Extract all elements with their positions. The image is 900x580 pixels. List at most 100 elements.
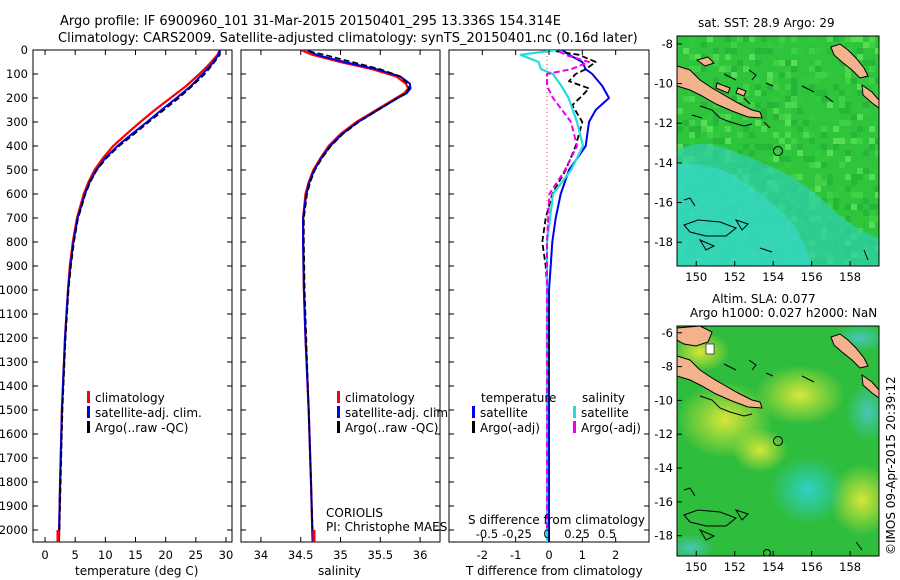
sst-pixel — [755, 120, 761, 126]
land-new-britain — [677, 65, 763, 119]
sst-pixel — [719, 90, 725, 96]
sst-pixel — [875, 186, 879, 192]
sst-pixel — [713, 114, 719, 120]
sst-pixel — [779, 42, 785, 48]
land-solomon — [861, 83, 879, 109]
sst-pixel — [827, 198, 833, 204]
sst-pixel — [869, 210, 875, 216]
sst-pixel — [725, 66, 731, 72]
x-tick-label: 35.5 — [367, 548, 393, 562]
depth-tick-label: 1400 — [0, 379, 28, 393]
sst-pixel — [731, 42, 737, 48]
sla-map: Altim. SLA: 0.077 Argo h1000: 0.027 h200… — [654, 292, 880, 574]
sst-pixel — [719, 126, 725, 132]
depth-tick-label: 2000 — [0, 523, 28, 537]
sst-pixel — [869, 42, 875, 48]
depth-tick-label: 1200 — [0, 331, 28, 345]
sst-pixel — [839, 90, 845, 96]
legend-label-argo: Argo(..raw -QC) — [95, 421, 188, 435]
sst-pixel — [737, 150, 743, 156]
sst-pixel — [857, 138, 863, 144]
sst-pixel — [755, 102, 761, 108]
sst-pixel — [821, 72, 827, 78]
sst-pixel — [773, 108, 779, 114]
sst-pixel — [779, 156, 785, 162]
legend-swatch-argo — [87, 421, 90, 433]
sst-pixel — [875, 150, 879, 156]
sst-pixel — [827, 48, 833, 54]
difference-panel: -2 -1 0 1 2 S difference from climatology -0… — [448, 49, 650, 578]
sst-pixel — [803, 120, 809, 126]
x-tick-label: 5 — [72, 548, 79, 562]
sla-map-frame — [676, 325, 880, 557]
sst-pixel — [737, 36, 743, 42]
imos-stamp: ©IMOS 09-Apr-2015 20:39:12 — [884, 376, 898, 555]
sst-pixel — [863, 60, 869, 66]
sst-pixel — [809, 156, 815, 162]
sst-pixel — [797, 96, 803, 102]
sst-pixel — [779, 168, 785, 174]
sst-pixel — [863, 198, 869, 204]
sst-pixel — [821, 144, 827, 150]
sst-pixel — [815, 156, 821, 162]
sst-pixel — [701, 120, 707, 126]
sst-pixel — [833, 36, 839, 42]
sst-pixel — [731, 48, 737, 54]
sst-pixel — [773, 60, 779, 66]
sst-pixel — [863, 108, 869, 114]
map-y-tick-label: -6 — [662, 326, 673, 340]
sst-pixel — [827, 174, 833, 180]
sst-pixel — [809, 186, 815, 192]
data-center-label: CORIOLIS — [326, 506, 383, 520]
sst-pixel — [743, 36, 749, 42]
sst-pixel — [869, 204, 875, 210]
sst-pixel — [815, 150, 821, 156]
sst-pixel — [713, 60, 719, 66]
sst-pixel — [689, 96, 695, 102]
sst-pixel — [863, 210, 869, 216]
x-tick-label: 34 — [254, 548, 269, 562]
map-y-tick-label: -18 — [654, 235, 673, 249]
sst-pixel — [827, 180, 833, 186]
sst-pixel — [809, 132, 815, 138]
legend-swatch-climatology — [87, 391, 90, 403]
sst-pixel — [869, 36, 875, 42]
sst-pixel — [809, 162, 815, 168]
sst-pixel — [779, 138, 785, 144]
map-x-tick-label: 156 — [801, 560, 823, 574]
sst-pixel — [677, 144, 683, 150]
sst-pixel — [869, 138, 875, 144]
sst-pixel — [791, 66, 797, 72]
sst-pixel — [827, 192, 833, 198]
sst-pixel — [743, 66, 749, 72]
sst-pixel — [845, 108, 851, 114]
sst-pixel — [719, 120, 725, 126]
sst-pixel — [743, 114, 749, 120]
x-tick-label: -2 — [477, 548, 488, 562]
sst-pixel — [755, 60, 761, 66]
land-small-white — [705, 343, 715, 355]
sst-pixel — [749, 150, 755, 156]
sst-pixel — [755, 48, 761, 54]
x-tick-label: 30 — [219, 548, 234, 562]
sst-pixel — [755, 84, 761, 90]
sst-pixel — [875, 78, 879, 84]
sst-pixel — [773, 72, 779, 78]
sst-pixel — [815, 180, 821, 186]
sst-pixel — [767, 156, 773, 162]
sst-pixel — [761, 108, 767, 114]
sst-pixel — [815, 90, 821, 96]
sst-pixel — [797, 108, 803, 114]
sst-pixel — [857, 90, 863, 96]
map-y-tick-label: -14 — [654, 461, 673, 475]
sst-pixel — [803, 132, 809, 138]
sst-pixel — [839, 120, 845, 126]
sst-pixel — [863, 78, 869, 84]
sst-pixel — [749, 54, 755, 60]
sst-pixel — [773, 78, 779, 84]
sst-pixel — [785, 96, 791, 102]
sst-pixel — [869, 60, 875, 66]
sst-pixel — [833, 192, 839, 198]
sst-pixel — [833, 144, 839, 150]
sst-pixel — [713, 54, 719, 60]
